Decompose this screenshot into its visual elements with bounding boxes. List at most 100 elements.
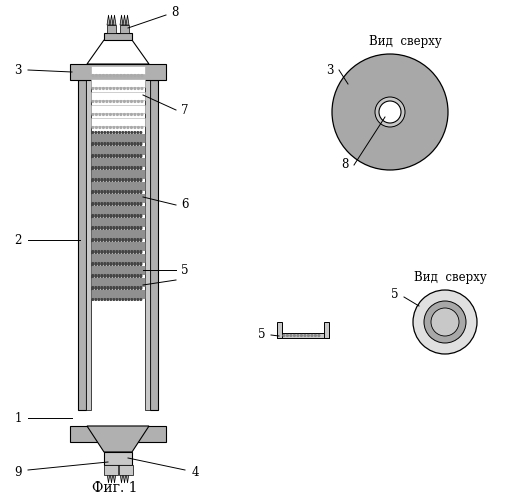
Circle shape [122,288,124,290]
Circle shape [134,252,136,254]
Circle shape [104,132,106,134]
Circle shape [116,286,118,288]
Text: 5: 5 [181,264,189,276]
Circle shape [140,178,142,180]
Circle shape [119,192,121,194]
Circle shape [98,154,100,156]
Circle shape [122,178,124,180]
Circle shape [95,240,96,242]
Circle shape [95,192,96,194]
Circle shape [134,166,136,168]
Circle shape [134,262,136,264]
Circle shape [101,250,103,252]
Circle shape [113,166,115,168]
Circle shape [113,202,115,204]
Circle shape [134,144,136,146]
Circle shape [95,252,96,254]
Circle shape [140,154,142,156]
Circle shape [104,216,106,218]
Circle shape [113,262,115,264]
Circle shape [104,252,106,254]
Circle shape [107,204,109,206]
Text: Вид  сверху: Вид сверху [414,272,487,284]
Polygon shape [107,473,110,483]
Circle shape [107,298,109,300]
Circle shape [134,288,136,290]
Bar [104,452,132,465]
Circle shape [128,216,130,218]
Circle shape [125,178,127,180]
Polygon shape [126,473,129,483]
Circle shape [95,114,98,116]
Circle shape [98,262,100,264]
Bar [70,426,166,442]
Circle shape [134,126,136,128]
Circle shape [117,114,118,116]
Circle shape [131,252,133,254]
Circle shape [125,190,127,192]
Circle shape [107,238,109,240]
Circle shape [140,288,142,290]
Circle shape [379,101,401,123]
Circle shape [131,166,133,168]
Circle shape [95,88,98,90]
Circle shape [110,142,111,144]
Circle shape [104,204,106,206]
Circle shape [137,192,139,194]
Circle shape [137,226,139,228]
Circle shape [92,132,94,134]
Circle shape [92,156,94,158]
Circle shape [92,298,94,300]
Circle shape [140,226,142,228]
Circle shape [110,238,111,240]
Circle shape [123,74,125,76]
Circle shape [125,264,127,266]
Circle shape [123,114,125,116]
Circle shape [116,166,118,168]
Circle shape [104,288,106,290]
Circle shape [116,214,118,216]
Circle shape [140,144,142,146]
Circle shape [107,144,109,146]
Circle shape [116,154,118,156]
Circle shape [119,286,121,288]
Circle shape [103,126,104,128]
Circle shape [134,180,136,182]
Circle shape [119,298,121,300]
Circle shape [122,166,124,168]
Circle shape [134,238,136,240]
Circle shape [113,228,115,230]
Circle shape [113,238,115,240]
Circle shape [113,276,115,278]
Circle shape [107,202,109,204]
Circle shape [107,216,109,218]
Circle shape [104,238,106,240]
Circle shape [98,250,100,252]
Circle shape [104,166,106,168]
Circle shape [110,190,111,192]
Circle shape [99,74,101,76]
Circle shape [125,252,127,254]
Circle shape [92,252,94,254]
Circle shape [107,190,109,192]
Circle shape [137,240,139,242]
Circle shape [128,142,130,144]
Circle shape [101,276,103,278]
Circle shape [134,240,136,242]
Circle shape [127,114,129,116]
Bar [91,254,145,262]
Circle shape [98,144,100,146]
Text: 2: 2 [14,234,22,246]
Circle shape [125,288,127,290]
Circle shape [137,142,139,144]
Bar [91,206,145,214]
Circle shape [98,240,100,242]
Circle shape [107,264,109,266]
Circle shape [134,226,136,228]
Circle shape [113,126,115,128]
Circle shape [107,240,109,242]
Circle shape [134,114,136,116]
Circle shape [137,154,139,156]
Circle shape [107,226,109,228]
Circle shape [113,274,115,276]
